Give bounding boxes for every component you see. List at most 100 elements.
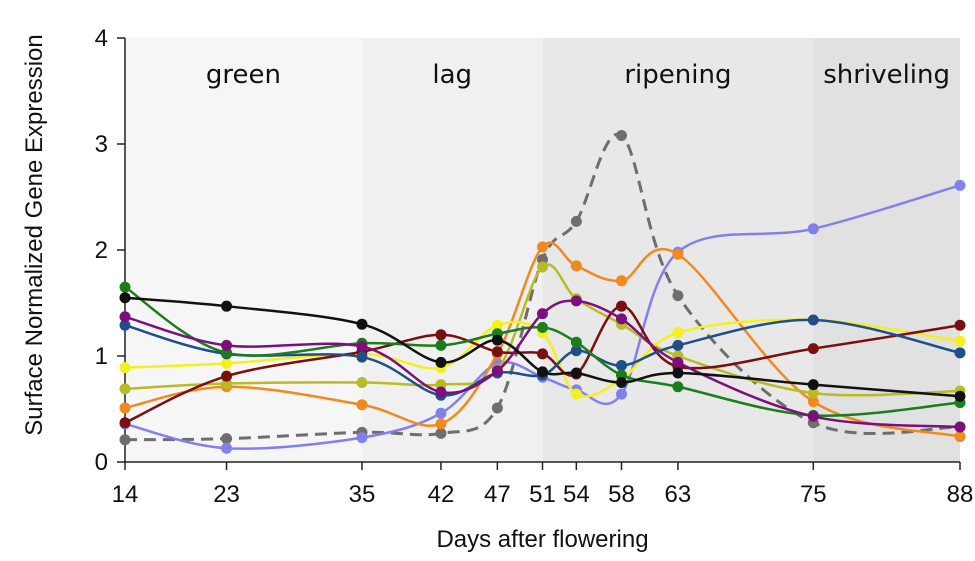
- series-4-point-8: [672, 327, 684, 339]
- series-6-point-10: [954, 347, 966, 359]
- phase-background-layer: [125, 38, 960, 462]
- series-9-point-1: [221, 300, 233, 312]
- series-4-point-1: [221, 357, 233, 369]
- series-5-point-7: [615, 300, 627, 312]
- series-5-point-9: [807, 343, 819, 355]
- x-tick-label-2: 35: [349, 481, 376, 508]
- series-layer: [119, 130, 966, 454]
- phase-label-1: lag: [432, 60, 472, 90]
- series-0-point-8: [672, 290, 684, 302]
- series-4-point-10: [954, 335, 966, 347]
- series-6-point-9: [807, 314, 819, 326]
- series-9-point-9: [807, 379, 819, 391]
- series-9-point-4: [491, 334, 503, 346]
- phase-band-0: [125, 38, 362, 462]
- series-9: [119, 292, 966, 402]
- series-0-point-3: [435, 427, 447, 439]
- series-2-point-8: [672, 248, 684, 260]
- series-7-point-0: [119, 281, 131, 293]
- series-0-point-4: [491, 402, 503, 414]
- series-2-point-5: [537, 241, 548, 253]
- series-2-point-6: [570, 260, 582, 272]
- series-8-point-0: [119, 311, 131, 323]
- x-tick-label-0: 14: [112, 481, 139, 508]
- y-tick-label-0: 0: [95, 449, 108, 476]
- series-0: [119, 130, 966, 446]
- series-3-point-9: [807, 387, 819, 399]
- series-7-point-5: [537, 321, 548, 333]
- series-2-point-10: [954, 431, 966, 443]
- phase-label-0: green: [206, 60, 281, 90]
- x-tick-label-1: 23: [213, 481, 240, 508]
- y-axis-title: Surface Normalized Gene Expression: [21, 34, 48, 436]
- series-line-5: [124, 304, 961, 424]
- series-5-point-0: [119, 417, 131, 429]
- series-6-point-2: [356, 351, 368, 363]
- x-tick-label-4: 47: [484, 481, 511, 508]
- series-5-point-4: [491, 346, 503, 358]
- x-tick-label-10: 88: [947, 481, 974, 508]
- phase-label-3: shriveling: [823, 60, 950, 90]
- series-1-point-10: [954, 179, 966, 191]
- series-9-point-2: [356, 318, 368, 330]
- series-6-point-7: [615, 360, 627, 372]
- series-line-1: [124, 184, 961, 450]
- series-6-point-6: [570, 345, 582, 357]
- series-2-point-2: [356, 399, 368, 411]
- series-1-point-9: [807, 223, 819, 235]
- series-8-point-5: [537, 308, 548, 320]
- series-8-point-7: [615, 313, 627, 325]
- series-9-point-0: [119, 292, 131, 304]
- series-3-point-0: [119, 383, 131, 395]
- series-9-point-5: [537, 366, 548, 378]
- y-tick-label-4: 4: [95, 25, 108, 52]
- series-1-point-7: [615, 388, 627, 400]
- series-2-point-9: [807, 396, 819, 408]
- series-9-point-6: [570, 367, 582, 379]
- series-3-point-2: [356, 377, 368, 388]
- series-3-point-5: [537, 261, 548, 273]
- series-4-point-0: [119, 362, 131, 374]
- x-axis-title: Days after flowering: [436, 526, 648, 553]
- series-1-point-3: [435, 407, 447, 419]
- phase-label-2: ripening: [624, 60, 731, 90]
- series-0-point-7: [615, 130, 627, 142]
- x-tick-label-6: 54: [563, 481, 590, 508]
- series-9-point-10: [954, 390, 966, 402]
- series-6-point-8: [672, 339, 684, 351]
- series-8-point-9: [807, 410, 819, 422]
- series-8-point-10: [954, 421, 966, 433]
- x-tick-label-5: 51: [529, 481, 556, 508]
- series-2-point-7: [615, 275, 627, 287]
- series-4-point-4: [491, 319, 503, 331]
- series-8-point-1: [221, 339, 233, 351]
- series-5-point-5: [537, 348, 548, 360]
- series-8-point-3: [435, 386, 447, 398]
- y-tick-label-1: 1: [95, 343, 108, 370]
- series-6-point-0: [119, 319, 131, 331]
- series-2-point-0: [119, 402, 131, 414]
- series-9-point-3: [435, 356, 447, 368]
- series-7-point-3: [435, 339, 447, 351]
- series-7-point-6: [570, 336, 582, 348]
- series-5-point-3: [435, 329, 447, 341]
- series-line-0: [124, 132, 961, 442]
- series-1-point-1: [221, 442, 233, 454]
- series-7-point-8: [672, 381, 684, 393]
- series-8-point-4: [491, 365, 503, 377]
- series-0-point-1: [221, 433, 233, 445]
- series-2: [119, 241, 966, 443]
- series-1-point-2: [356, 432, 368, 444]
- series-8-point-8: [672, 356, 684, 368]
- y-tick-label-2: 2: [95, 237, 108, 264]
- x-tick-label-3: 42: [428, 481, 455, 508]
- series-8: [119, 295, 966, 433]
- series-8-point-6: [570, 295, 582, 307]
- series-8-point-2: [356, 340, 368, 352]
- series-5-point-10: [954, 319, 966, 331]
- phase-band-3: [813, 38, 960, 462]
- x-tick-label-7: 58: [608, 481, 635, 508]
- series-9-point-8: [672, 367, 684, 379]
- series-9-point-7: [615, 377, 627, 388]
